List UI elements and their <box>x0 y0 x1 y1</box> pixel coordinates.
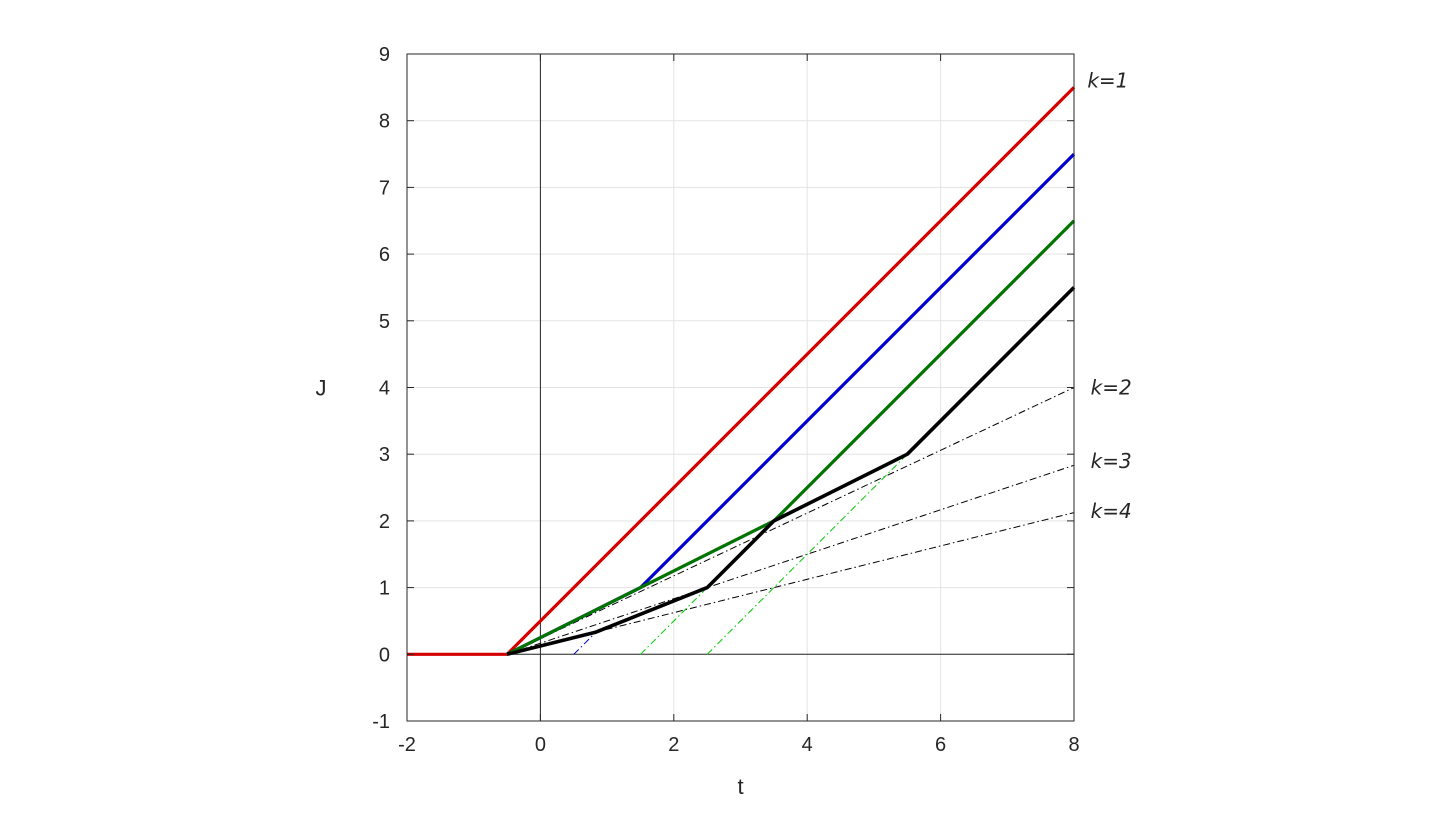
series-line-2 <box>506 152 1076 656</box>
annotation-label: k=3 <box>1091 449 1132 473</box>
y-axis-label: J <box>316 376 327 401</box>
x-tick-label: 0 <box>535 734 546 756</box>
y-tick-label: 2 <box>379 511 390 533</box>
y-tick-label: 5 <box>379 311 390 333</box>
series-line-6 <box>506 464 1075 655</box>
y-tick-label: 0 <box>379 644 390 666</box>
annotation-label: k=1 <box>1087 69 1128 93</box>
series-line-1 <box>407 86 1076 656</box>
y-tick-label: 6 <box>379 244 390 266</box>
annotation-label: k=2 <box>1091 376 1132 400</box>
x-tick-label: -2 <box>398 734 416 756</box>
reference-lines <box>407 54 1074 721</box>
y-tick-label: 3 <box>379 444 390 466</box>
y-tick-label: 8 <box>379 111 390 133</box>
x-tick-label: 6 <box>935 734 946 756</box>
series-line-9 <box>640 587 708 655</box>
y-tick-label: 1 <box>379 578 390 600</box>
series-line-8 <box>573 631 597 655</box>
x-tick-label: 4 <box>802 734 813 756</box>
series-line-5 <box>506 387 1075 655</box>
series-line-10 <box>706 453 908 655</box>
y-tick-label: 7 <box>379 177 390 199</box>
x-tick-label: 8 <box>1068 734 1079 756</box>
y-tick-label: -1 <box>372 711 390 733</box>
axis-ticks: -2 0 2 4 6 8 -1 0 1 2 3 4 5 6 7 8 9 <box>372 44 1079 756</box>
series-group <box>407 86 1076 657</box>
annotation-label: k=4 <box>1091 499 1132 523</box>
x-tick-label: 2 <box>668 734 679 756</box>
x-axis-label: t <box>737 774 743 799</box>
y-tick-label: 9 <box>379 44 390 66</box>
series-line-4 <box>506 286 1076 657</box>
y-tick-label: 4 <box>379 378 390 400</box>
annotations: k=1 k=2 k=3 k=4 <box>1087 69 1131 523</box>
